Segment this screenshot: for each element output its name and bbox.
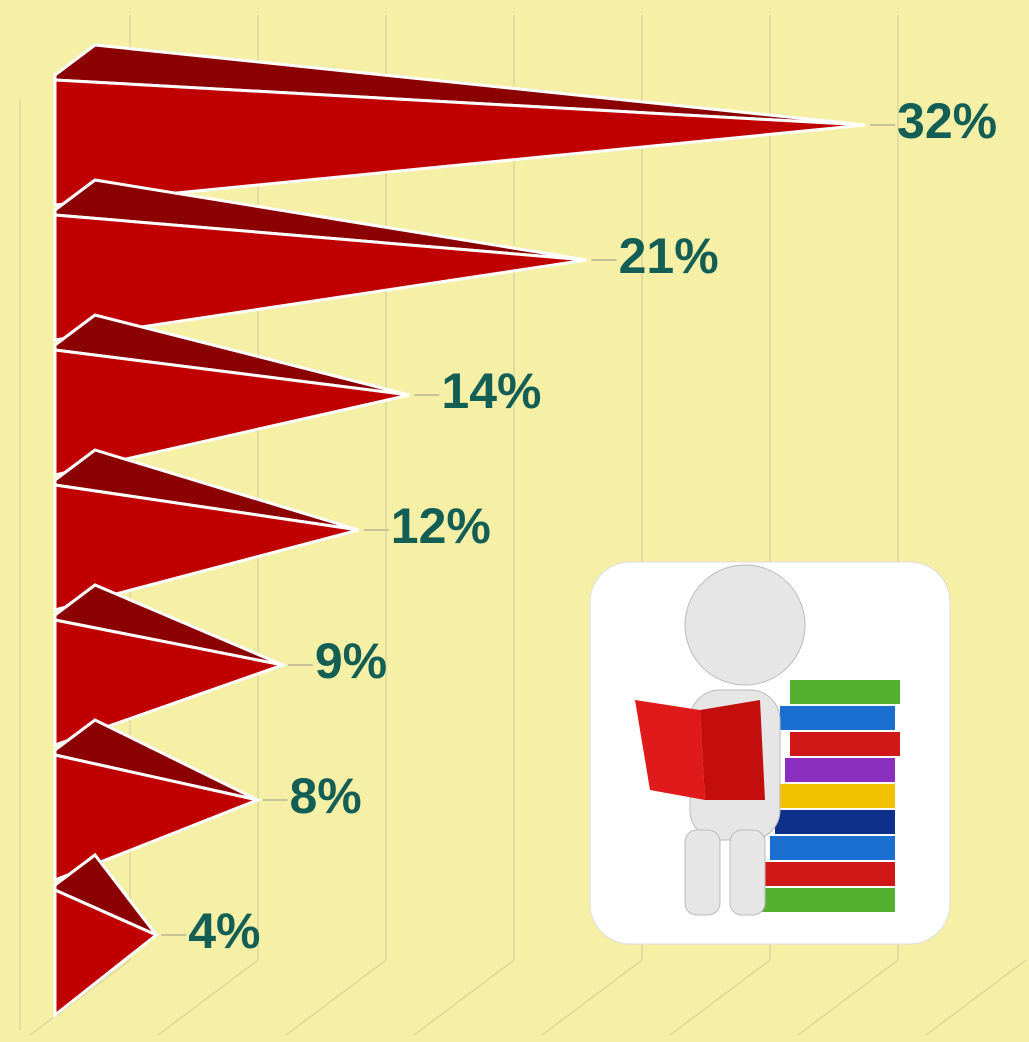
value-label: 4% [188,903,260,959]
value-label: 9% [315,633,387,689]
value-label: 12% [391,498,491,554]
reader-illustration [590,562,950,944]
value-label: 8% [290,768,362,824]
open-book [700,700,765,800]
page: {"chart_data": {"type": "bar", "orientat… [0,0,1029,1042]
chart: 32% 21% 14% 12% 9% 8% 4% [0,0,1029,1042]
value-label: 14% [441,363,541,419]
value-label: 21% [619,228,719,284]
value-label: 32% [897,93,997,149]
